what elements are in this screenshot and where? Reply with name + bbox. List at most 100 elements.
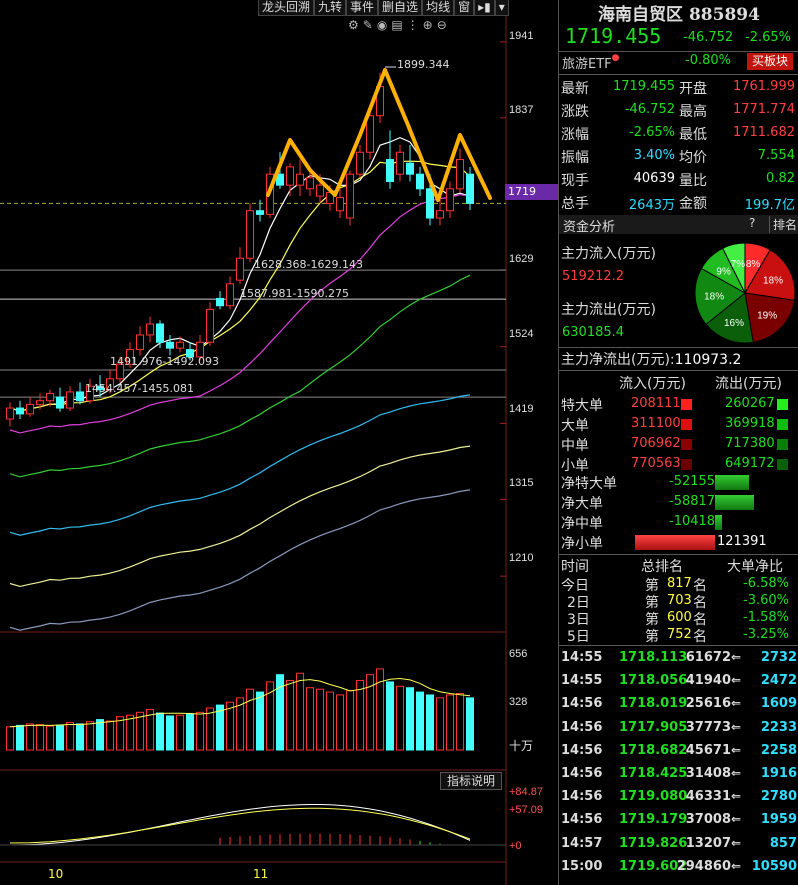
y-axis-label: 1210 [509,552,534,564]
nine-turn-button[interactable]: 九转 [314,0,347,16]
inflow-column-header: 流入(万元) [619,376,686,392]
candle-body [276,173,284,186]
event-button[interactable]: 事件 [346,0,379,16]
rank-button[interactable]: 排名 [769,216,797,233]
candle-body [236,257,244,281]
candle-body [56,396,64,409]
tick-price: 1719.602 [619,858,688,874]
tick-count: 1609 [760,696,797,712]
net-bar [715,515,722,530]
net-value: -10418 [669,514,716,529]
volume-bar [346,690,354,751]
tick-volume: 37773 [685,719,731,735]
stat-row: 涨幅 -2.65% 最低 1711.682 [559,122,798,145]
net-row: 净特大单 -52155 [559,472,798,492]
net-key: 净小单 [561,536,603,552]
tick-row[interactable]: 14:55 1718.056 41940 ⇐ 2472 [559,670,798,693]
candle-body [176,341,184,349]
volume-bar [166,715,174,751]
tick-volume: 25616 [685,696,731,712]
dropdown-icon[interactable]: ▾ [494,0,509,16]
volume-bar [396,685,404,751]
dots-icon[interactable]: ⋮ [406,18,419,32]
eye-icon[interactable]: ◉ [376,18,388,32]
volume-bar [386,681,394,751]
stat-key: 涨幅 [561,127,589,143]
candle-body [356,151,364,175]
close-icon[interactable]: ⊖ [436,18,447,32]
net-value: -58817 [669,494,716,509]
candle-body [436,210,444,219]
tick-time: 14:56 [561,696,603,712]
candle-body [456,159,464,190]
candle-body [226,283,234,307]
pie-slice [744,249,796,301]
stat-key: 开盘 [679,81,707,97]
dragon-backtrack-button[interactable]: 龙头回溯 [258,0,315,16]
remove-watchlist-button[interactable]: 删自选 [378,0,423,16]
tick-row[interactable]: 14:56 1719.179 37008 ⇐ 1959 [559,809,798,832]
tick-row[interactable]: 15:00 1719.602 294860 ⇐ 10590 [559,856,798,879]
export-icon[interactable]: ▸▮ [474,0,495,16]
flow-in-swatch [681,399,692,410]
trash-icon[interactable]: ▤ [391,18,403,32]
buy-block-button[interactable]: 买板块 [747,53,794,70]
tick-price: 1718.056 [619,673,688,689]
moving-average-button[interactable]: 均线 [422,0,455,16]
help-icon[interactable]: ? [749,216,756,230]
volume-bar [276,674,284,751]
candle-body [366,115,374,153]
flow-key: 大单 [561,418,589,434]
pattern-annotation [266,68,492,202]
tick-price: 1719.826 [619,835,688,851]
gap-annotation: 1628.368-1629.143 [254,258,363,271]
candle-body [156,323,164,343]
rank-suffix: 名 [693,612,707,628]
security-title: 海南自贸区 885894 [598,5,760,25]
indicator-axis-label: +0 [509,840,522,852]
tick-row[interactable]: 14:55 1718.113 61672 ⇐ 2732 [559,647,798,670]
window-button[interactable]: 窗 [454,0,475,16]
stat-key: 总手 [561,196,589,212]
net-bar [635,535,715,550]
tick-count: 1916 [760,766,797,781]
price-chart[interactable] [0,0,558,885]
tick-row[interactable]: 14:56 1718.682 45671 ⇐ 2258 [559,740,798,763]
tick-volume: 41940 [685,673,731,689]
tick-row[interactable]: 14:56 1719.080 46331 ⇐ 2780 [559,786,798,809]
flow-key: 特大单 [561,398,603,414]
rank-row: 3日 第 600 名 -1.58% [559,609,798,628]
tick-row[interactable]: 14:57 1719.826 13207 ⇐ 857 [559,833,798,856]
volume-ma-line [9,677,471,728]
main-inflow-label: 主力流入(万元) [561,246,656,262]
ma120-line [9,489,471,631]
rank-prefix: 第 [645,595,659,611]
volume-bar [76,723,84,751]
net-outflow-label: 主力净流出(万元): [561,352,675,368]
etf-link[interactable]: 旅游ETF● [562,53,620,72]
rank-period: 3日 [567,612,590,628]
tick-row[interactable]: 14:56 1718.019 25616 ⇐ 1609 [559,693,798,716]
tick-time: 14:56 [561,812,603,828]
edit-icon[interactable]: ✎ [362,18,373,32]
candle-body [446,188,454,212]
net-outflow-row: 主力净流出(万元):110973.2 [561,349,741,369]
candle-body [286,166,294,186]
gap-annotation: 1587.981-1590.275 [240,287,349,300]
settings-icon[interactable]: ⚙ [348,18,359,32]
candle-body [196,341,204,358]
rank-suffix: 名 [693,595,707,611]
flow-out-swatch [777,459,788,470]
tick-row[interactable]: 14:56 1717.905 37773 ⇐ 2233 [559,717,798,740]
rank-suffix: 名 [693,578,707,594]
tick-row[interactable]: 14:56 1718.425 31408 ⇐ 1916 [559,763,798,786]
indicator-help-button[interactable]: 指标说明 [440,772,503,790]
candle-body [106,378,114,391]
tick-volume: 61672 [685,650,731,665]
zoom-in-icon[interactable]: ⊕ [422,18,433,32]
stat-value: 2643万 [628,198,675,213]
ma90-line [9,445,471,588]
flow-out-swatch [777,419,788,430]
main-inflow-value: 519212.2 [562,269,625,284]
volume-bar [316,688,324,751]
